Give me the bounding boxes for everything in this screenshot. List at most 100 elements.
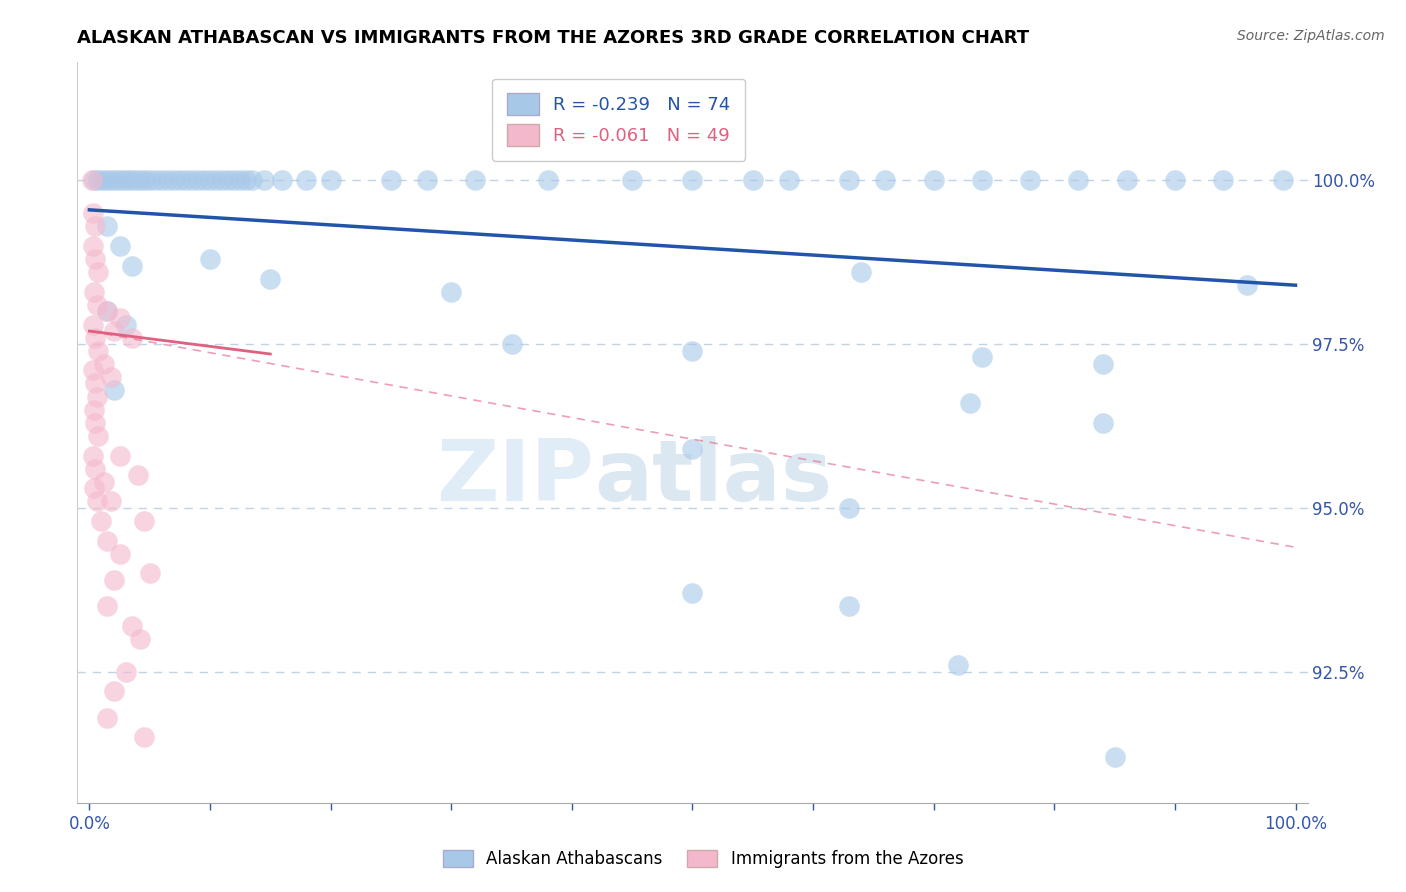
Point bbox=[259, 271, 281, 285]
Point bbox=[1212, 173, 1234, 187]
Point bbox=[217, 173, 239, 187]
Point bbox=[103, 684, 125, 698]
Point bbox=[198, 173, 221, 187]
Point bbox=[163, 173, 186, 187]
Point bbox=[169, 173, 191, 187]
Point bbox=[271, 173, 294, 187]
Point bbox=[100, 494, 122, 508]
Point bbox=[108, 547, 131, 561]
Point bbox=[1091, 357, 1114, 371]
Point bbox=[193, 173, 215, 187]
Point bbox=[96, 711, 118, 725]
Point bbox=[537, 173, 560, 187]
Point bbox=[132, 731, 155, 745]
Point bbox=[96, 304, 118, 318]
Point bbox=[120, 173, 142, 187]
Point bbox=[87, 265, 110, 279]
Point bbox=[108, 449, 131, 463]
Point bbox=[464, 173, 486, 187]
Text: Source: ZipAtlas.com: Source: ZipAtlas.com bbox=[1237, 29, 1385, 43]
Point bbox=[84, 461, 107, 475]
Point bbox=[103, 573, 125, 587]
Point bbox=[90, 514, 112, 528]
Point bbox=[922, 173, 945, 187]
Legend: R = -0.239   N = 74, R = -0.061   N = 49: R = -0.239 N = 74, R = -0.061 N = 49 bbox=[492, 78, 745, 161]
Point bbox=[103, 383, 125, 397]
Point bbox=[114, 173, 136, 187]
Point bbox=[682, 173, 704, 187]
Point bbox=[1019, 173, 1042, 187]
Point bbox=[145, 173, 167, 187]
Point bbox=[174, 173, 197, 187]
Point bbox=[240, 173, 263, 187]
Point bbox=[682, 442, 704, 456]
Text: ALASKAN ATHABASCAN VS IMMIGRANTS FROM THE AZORES 3RD GRADE CORRELATION CHART: ALASKAN ATHABASCAN VS IMMIGRANTS FROM TH… bbox=[77, 29, 1029, 47]
Point bbox=[83, 285, 105, 299]
Point bbox=[138, 566, 160, 581]
Point bbox=[93, 475, 115, 489]
Point bbox=[295, 173, 318, 187]
Text: atlas: atlas bbox=[595, 435, 832, 518]
Point bbox=[319, 173, 342, 187]
Legend: Alaskan Athabascans, Immigrants from the Azores: Alaskan Athabascans, Immigrants from the… bbox=[436, 843, 970, 875]
Point bbox=[86, 494, 108, 508]
Point bbox=[121, 330, 143, 344]
Point bbox=[970, 173, 993, 187]
Point bbox=[124, 173, 146, 187]
Point bbox=[80, 173, 103, 187]
Point bbox=[82, 318, 104, 332]
Point bbox=[96, 304, 118, 318]
Point bbox=[110, 173, 132, 187]
Point bbox=[121, 619, 143, 633]
Point bbox=[127, 468, 149, 483]
Point bbox=[129, 632, 152, 646]
Point bbox=[682, 343, 704, 358]
Point bbox=[108, 310, 131, 325]
Point bbox=[96, 219, 118, 234]
Point bbox=[121, 259, 143, 273]
Point bbox=[1067, 173, 1090, 187]
Point bbox=[93, 357, 115, 371]
Point bbox=[1115, 173, 1137, 187]
Point bbox=[1164, 173, 1187, 187]
Point bbox=[84, 330, 107, 344]
Point bbox=[114, 665, 136, 679]
Point bbox=[959, 396, 981, 410]
Point bbox=[86, 298, 108, 312]
Point bbox=[104, 173, 127, 187]
Point bbox=[253, 173, 276, 187]
Point bbox=[156, 173, 179, 187]
Point bbox=[84, 219, 107, 234]
Point bbox=[205, 173, 228, 187]
Point bbox=[96, 173, 118, 187]
Point bbox=[838, 500, 860, 515]
Point bbox=[211, 173, 233, 187]
Point bbox=[114, 318, 136, 332]
Point bbox=[86, 390, 108, 404]
Point bbox=[1272, 173, 1295, 187]
Point bbox=[82, 449, 104, 463]
Point bbox=[83, 402, 105, 417]
Point bbox=[96, 599, 118, 614]
Point bbox=[416, 173, 439, 187]
Point bbox=[838, 599, 860, 614]
Point bbox=[838, 173, 860, 187]
Point bbox=[235, 173, 257, 187]
Point bbox=[87, 173, 110, 187]
Point bbox=[82, 363, 104, 377]
Point bbox=[138, 173, 160, 187]
Point bbox=[380, 173, 402, 187]
Point bbox=[101, 173, 124, 187]
Point bbox=[851, 265, 873, 279]
Point bbox=[229, 173, 252, 187]
Point bbox=[91, 173, 114, 187]
Point bbox=[84, 252, 107, 266]
Point bbox=[108, 239, 131, 253]
Point bbox=[1091, 416, 1114, 430]
Point bbox=[100, 370, 122, 384]
Point bbox=[134, 173, 156, 187]
Point bbox=[875, 173, 897, 187]
Point bbox=[150, 173, 173, 187]
Point bbox=[1236, 278, 1258, 293]
Point bbox=[224, 173, 246, 187]
